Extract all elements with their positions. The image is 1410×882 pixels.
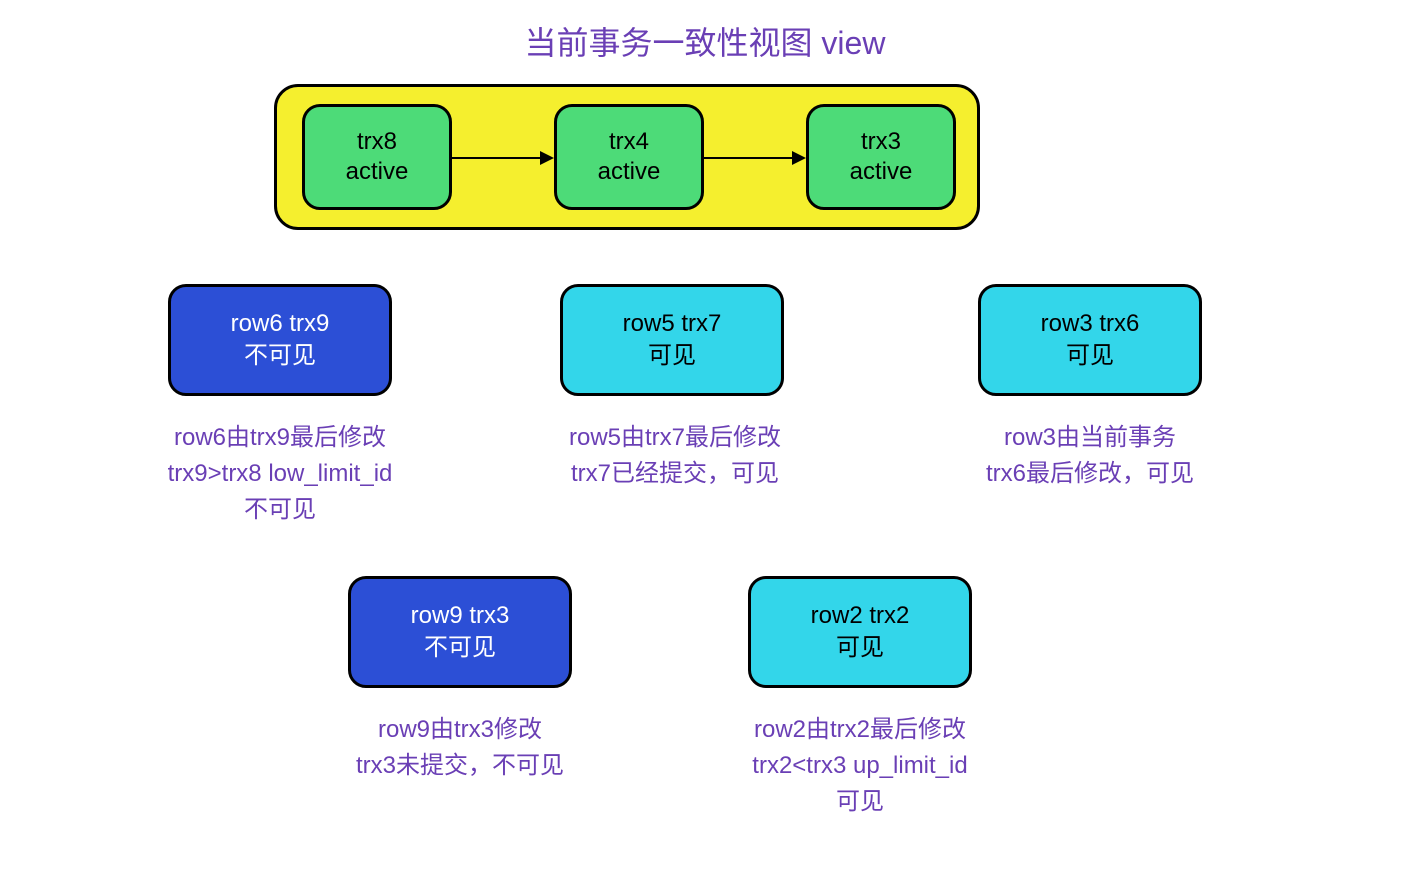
trx-node-line2: active xyxy=(598,157,661,187)
row-node-row2: row2 trx2 可见 xyxy=(748,576,972,688)
trx-node-line2: active xyxy=(346,157,409,187)
row-node-row6: row6 trx9 不可见 xyxy=(168,284,392,396)
diagram-title: 当前事务一致性视图 view xyxy=(0,18,1410,64)
row-node-line1: row9 trx3 xyxy=(411,600,510,632)
row-caption-row5: row5由trx7最后修改 trx7已经提交，可见 xyxy=(510,420,840,492)
row-node-line1: row3 trx6 xyxy=(1041,308,1140,340)
row-node-line1: row5 trx7 xyxy=(623,308,722,340)
arrow-head-icon xyxy=(792,151,806,165)
trx-node-trx8: trx8 active xyxy=(302,104,452,210)
row-node-line1: row2 trx2 xyxy=(811,600,910,632)
arrow-head-icon xyxy=(540,151,554,165)
row-node-row9: row9 trx3 不可见 xyxy=(348,576,572,688)
row-node-line1: row6 trx9 xyxy=(231,308,330,340)
row-caption-row9: row9由trx3修改 trx3未提交，不可见 xyxy=(300,712,620,784)
row-node-line2: 不可见 xyxy=(424,632,496,664)
row-node-row3: row3 trx6 可见 xyxy=(978,284,1202,396)
trx-node-line1: trx3 xyxy=(861,127,901,157)
row-node-row5: row5 trx7 可见 xyxy=(560,284,784,396)
trx-node-trx3: trx3 active xyxy=(806,104,956,210)
row-node-line2: 可见 xyxy=(1066,340,1114,372)
row-node-line2: 可见 xyxy=(836,632,884,664)
trx-node-line1: trx4 xyxy=(609,127,649,157)
row-caption-row3: row3由当前事务 trx6最后修改，可见 xyxy=(930,420,1250,492)
trx-node-line1: trx8 xyxy=(357,127,397,157)
trx-node-line2: active xyxy=(850,157,913,187)
row-node-line2: 可见 xyxy=(648,340,696,372)
row-caption-row6: row6由trx9最后修改 trx9>trx8 low_limit_id 不可见 xyxy=(110,420,450,528)
arrow-line xyxy=(452,157,542,159)
row-caption-row2: row2由trx2最后修改 trx2<trx3 up_limit_id 可见 xyxy=(690,712,1030,820)
row-node-line2: 不可见 xyxy=(244,340,316,372)
arrow-line xyxy=(704,157,794,159)
trx-node-trx4: trx4 active xyxy=(554,104,704,210)
